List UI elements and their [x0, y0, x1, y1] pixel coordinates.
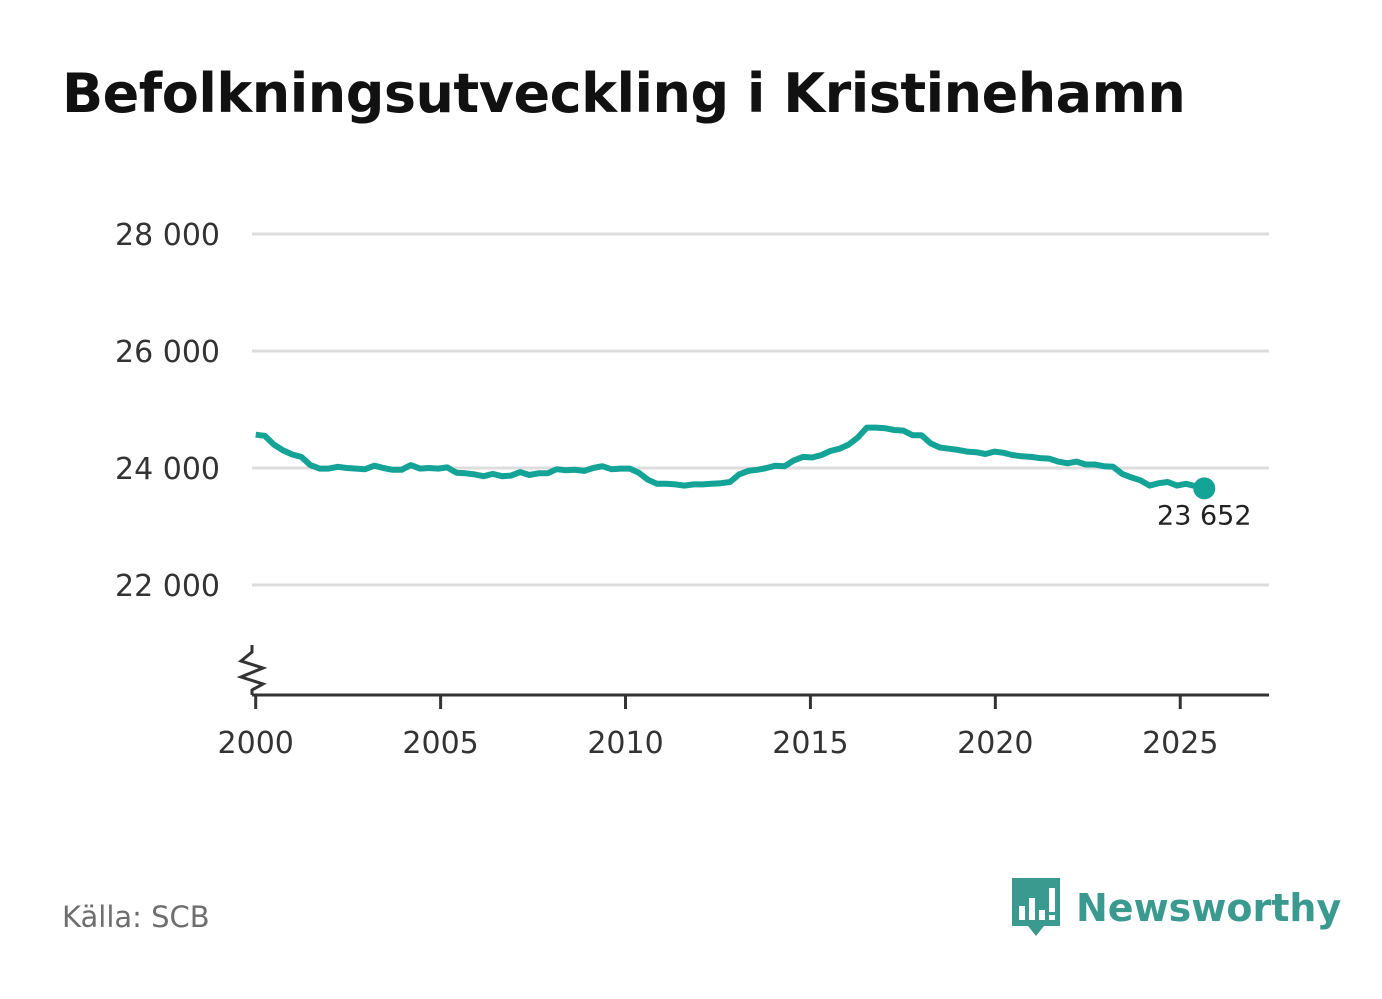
- x-axis: [236, 645, 1269, 697]
- x-tick-label: 2005: [402, 726, 478, 761]
- end-point-marker: 23 652: [1157, 477, 1252, 531]
- bar-chart-speech-bubble-icon: [1012, 878, 1060, 936]
- x-tick-label: 2010: [587, 726, 663, 761]
- y-tick-label: 24 000: [115, 452, 220, 487]
- end-value-label: 23 652: [1157, 500, 1251, 531]
- y-tick-label: 22 000: [115, 569, 220, 604]
- gridlines: [252, 232, 1269, 587]
- x-axis-tick-labels: 2000 2005 2010 2015 2020 2025: [218, 695, 1218, 761]
- series-lines: [255, 424, 1206, 492]
- chart-title: Befolkningsutveckling i Kristinehamn: [62, 62, 1186, 125]
- x-tick-label: 2015: [772, 726, 848, 761]
- x-tick-label: 2025: [1142, 726, 1218, 761]
- source-note: Källa: SCB: [62, 900, 210, 934]
- brand-logo-lockup: Newsworthy: [1010, 876, 1341, 940]
- x-tick-label: 2000: [218, 726, 294, 761]
- axis-break-icon: [236, 645, 268, 695]
- x-tick-label: 2020: [957, 726, 1033, 761]
- y-axis-tick-labels: 22 000 24 000 26 000 28 000: [115, 218, 220, 604]
- end-point-dot: [1193, 477, 1216, 500]
- y-tick-label: 26 000: [115, 335, 220, 370]
- brand-name: Newsworthy: [1076, 886, 1342, 930]
- y-tick-label: 28 000: [115, 218, 220, 253]
- series-line: [255, 424, 1206, 492]
